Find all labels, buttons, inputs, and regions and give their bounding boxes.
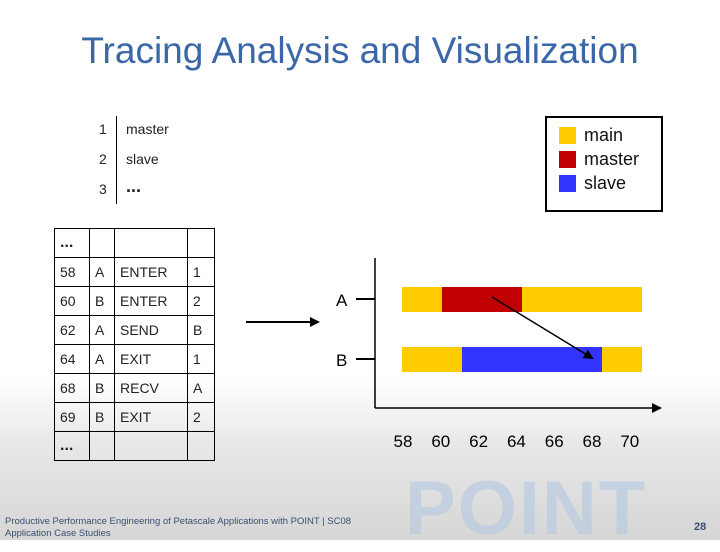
point-logo: POINT (405, 466, 648, 551)
process-name: master (126, 121, 169, 137)
footer: Productive Performance Engineering of Pe… (5, 516, 351, 540)
time-tick-label: 60 (431, 432, 450, 451)
trace-row: 64 A EXIT 1 (54, 344, 215, 374)
trace-cell-time: 62 (54, 315, 90, 345)
trace-cell-arg: 1 (187, 344, 215, 374)
trace-table: ... 58 A ENTER 1 60 B ENTER 2 62 A SEND B 64 A EXIT 1 68 B… (54, 228, 215, 461)
trace-cell-time: 68 (54, 373, 90, 403)
process-number: 3 (99, 181, 107, 197)
slide-title: Tracing Analysis and Visualization (81, 30, 639, 71)
trace-cell-arg (187, 431, 215, 461)
trace-row: 69 B EXIT 2 (54, 402, 215, 432)
trace-cell-event: ENTER (114, 286, 188, 316)
page-number: 28 (694, 521, 707, 533)
trace-cell-time: 69 (54, 402, 90, 432)
trace-cell-event: EXIT (114, 344, 188, 374)
process-row: 1 master (92, 116, 202, 144)
trace-cell-proc: B (89, 286, 115, 316)
trace-cell-event (114, 431, 188, 461)
process-table-divider (116, 116, 117, 204)
trace-cell-proc: B (89, 402, 115, 432)
trace-row: 60 B ENTER 2 (54, 286, 215, 316)
trace-cell-time: 64 (54, 344, 90, 374)
process-label-a: A (336, 291, 348, 310)
trace-cell-proc (89, 431, 115, 461)
trace-cell-event: SEND (114, 315, 188, 345)
process-row: 2 slave (92, 146, 202, 174)
time-tick-label: 64 (507, 432, 526, 451)
time-tick-label: 62 (469, 432, 488, 451)
process-number: 1 (99, 121, 107, 137)
process-name: ... (126, 176, 142, 196)
time-tick-label: 68 (583, 432, 602, 451)
process-row: 3 ... (92, 176, 202, 204)
process-name: slave (126, 151, 159, 167)
timeline-segment-main (602, 347, 642, 372)
timeline-segment-main (402, 347, 462, 372)
process-number: 2 (99, 151, 107, 167)
legend-label: main (584, 125, 624, 145)
trace-cell-arg: 2 (187, 402, 215, 432)
trace-row: 68 B RECV A (54, 373, 215, 403)
legend-swatch (559, 175, 576, 192)
footer-line: Application Case Studies (5, 528, 111, 539)
footer-line: Productive Performance Engineering of Pe… (5, 516, 352, 527)
trace-cell-time: ... (54, 431, 90, 461)
legend-label: slave (584, 173, 627, 193)
time-tick-label: 70 (620, 432, 639, 451)
time-tick-label: 66 (545, 432, 564, 451)
timeline-diagram: A B 58 60 62 64 66 68 70 (246, 258, 662, 451)
legend-swatch (559, 151, 576, 168)
trace-cell-time: 58 (54, 257, 90, 287)
trace-row: ... (54, 431, 215, 461)
trace-cell-arg: 2 (187, 286, 215, 316)
legend-label: master (584, 149, 640, 169)
timeline-segment-main (522, 287, 642, 312)
trace-cell-event: ENTER (114, 257, 188, 287)
trace-row: 62 A SEND B (54, 315, 215, 345)
process-label-b: B (336, 351, 347, 370)
timeline-segment-slave (462, 347, 602, 372)
message-arrow (491, 296, 594, 360)
time-tick-label: 58 (394, 432, 413, 451)
trace-cell-event: RECV (114, 373, 188, 403)
legend-swatch (559, 127, 576, 144)
timeline-segment-main (402, 287, 442, 312)
trace-cell-arg: A (187, 373, 215, 403)
legend: main master slave (545, 116, 663, 212)
